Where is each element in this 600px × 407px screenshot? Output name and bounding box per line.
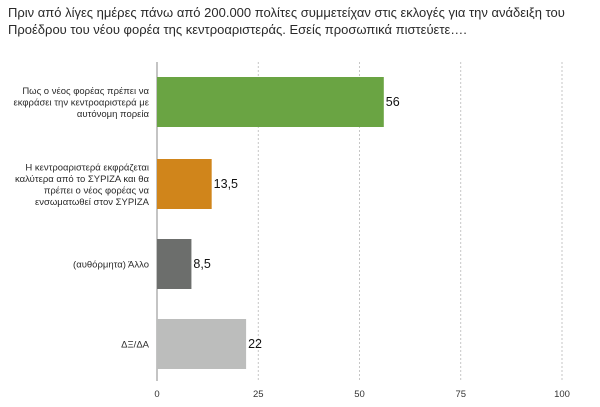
value-label-0: 56 <box>386 95 400 109</box>
value-label-2: 8,5 <box>193 257 210 271</box>
category-label-3: ΔΞ/ΔΑ <box>121 340 150 351</box>
category-label-2: (αυθόρμητα) Άλλο <box>73 260 149 271</box>
category-label-1: Η κεντροαριστερά εκφράζεται καλύτερα από … <box>15 162 150 208</box>
bar-0 <box>157 77 384 127</box>
value-label-3: 22 <box>248 337 262 351</box>
x-tick-label-75: 75 <box>455 389 466 400</box>
x-tick-label-0: 0 <box>154 389 159 400</box>
chart-title: Πριν από λίγες ημέρες πάνω από 200.000 π… <box>8 5 565 37</box>
bar-3 <box>157 319 247 369</box>
bar-2 <box>157 239 192 289</box>
x-tick-label-50: 50 <box>354 389 365 400</box>
category-label-0: Πως ο νέος φορέας πρέπει να εκφράσει την … <box>14 86 150 120</box>
value-label-1: 13,5 <box>214 177 238 191</box>
x-tick-label-25: 25 <box>253 389 264 400</box>
bar-1 <box>157 159 212 209</box>
x-tick-label-100: 100 <box>554 389 570 400</box>
